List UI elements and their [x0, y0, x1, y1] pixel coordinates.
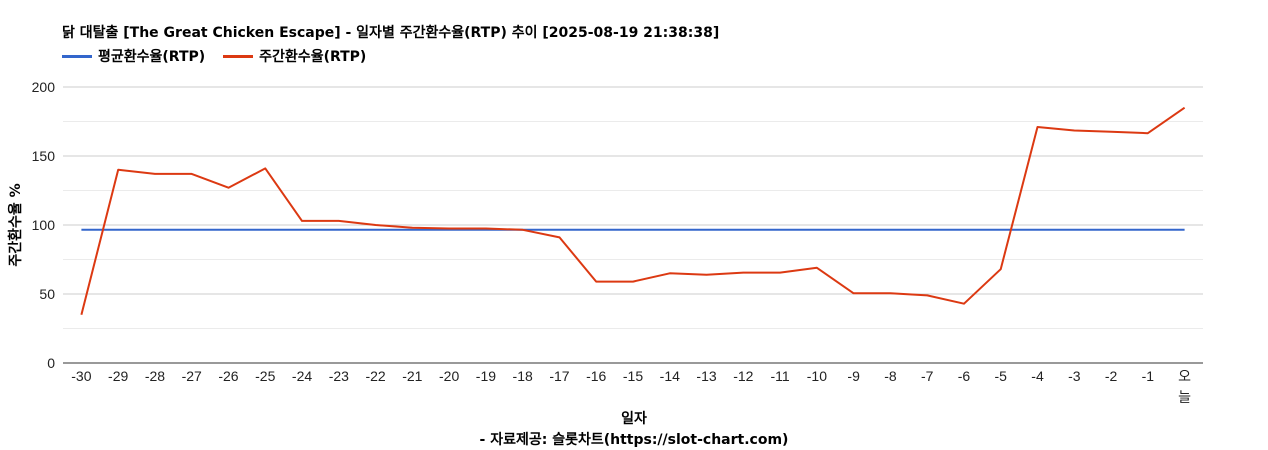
legend-swatch-weekly: [223, 54, 254, 58]
x-tick-label: 늘: [1178, 390, 1191, 406]
x-tick-label: -21: [402, 368, 422, 384]
x-tick-label: -2: [1105, 368, 1118, 384]
x-tick-label: -1: [1142, 368, 1155, 384]
x-tick-label: -10: [807, 368, 827, 384]
y-tick-label: 50: [39, 286, 55, 302]
chart-title: 닭 대탈출 [The Great Chicken Escape] - 일자별 주…: [62, 25, 720, 41]
x-tick-label: -7: [921, 368, 934, 384]
x-tick-label: -29: [108, 368, 128, 384]
legend-item-weekly[interactable]: 주간환수율(RTP): [223, 46, 366, 66]
x-tick-label: -3: [1068, 368, 1081, 384]
legend-label-weekly: 주간환수율(RTP): [259, 49, 367, 65]
x-tick-label: -23: [329, 368, 349, 384]
x-tick-label: -9: [847, 368, 860, 384]
x-tick-label: -13: [696, 368, 716, 384]
x-tick-label: -26: [218, 368, 238, 384]
x-tick-label: -8: [884, 368, 897, 384]
x-tick-label: -4: [1031, 368, 1044, 384]
y-tick-label: 200: [32, 79, 56, 95]
x-tick-label: -14: [660, 368, 680, 384]
x-tick-label: -20: [439, 368, 459, 384]
x-tick-label: -22: [365, 368, 385, 384]
x-tick-label: -15: [623, 368, 643, 384]
x-tick-label: -28: [145, 368, 165, 384]
y-tick-label: 150: [32, 148, 56, 164]
x-tick-label: -24: [292, 368, 312, 384]
series-line-weekly: [80, 106, 1186, 315]
y-axis-title: 주간환수율 %: [7, 183, 24, 266]
y-tick-label: 0: [47, 355, 55, 371]
y-tick-label: 100: [32, 217, 56, 233]
x-tick-label: -18: [513, 368, 533, 384]
x-tick-label: 오: [1178, 369, 1191, 385]
x-tick-label: -19: [476, 368, 496, 384]
x-tick-label: -17: [549, 368, 569, 384]
x-tick-label: -6: [958, 368, 971, 384]
legend-label-average: 평균환수율(RTP): [98, 49, 206, 65]
x-axis-title: 일자: [621, 411, 647, 427]
x-tick-label: -27: [182, 368, 202, 384]
x-tick-label: -16: [586, 368, 606, 384]
source-credit: - 자료제공: 슬롯차트(https://slot-chart.com): [479, 432, 789, 448]
x-tick-label: -11: [770, 368, 789, 384]
chart-legend: 평균환수율(RTP) 주간환수율(RTP): [62, 46, 366, 66]
x-tick-label: -30: [71, 368, 91, 384]
x-tick-label: -25: [255, 368, 275, 384]
x-tick-label: -12: [733, 368, 753, 384]
legend-item-average[interactable]: 평균환수율(RTP): [62, 46, 205, 66]
x-tick-label: -5: [995, 368, 1008, 384]
legend-swatch-average: [62, 54, 92, 58]
